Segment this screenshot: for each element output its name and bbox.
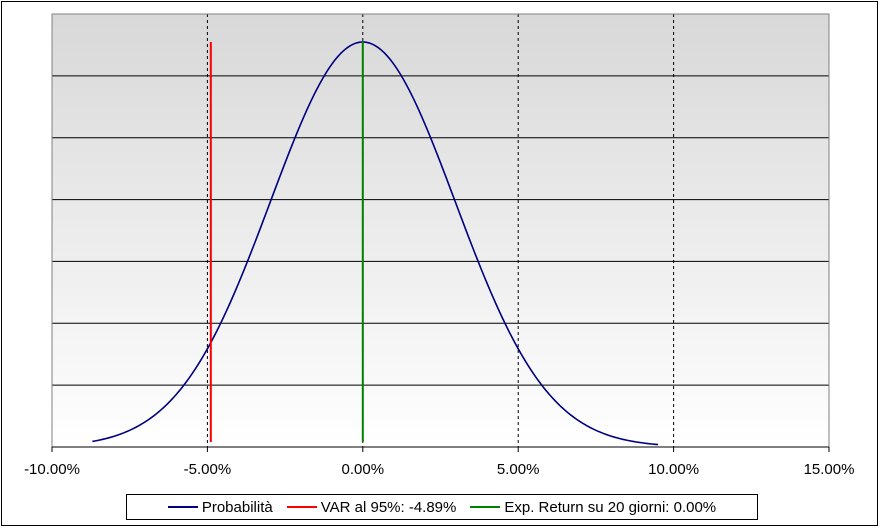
legend: Probabilità VAR al 95%: -4.89% Exp. Retu… [126,494,758,520]
legend-label: VAR al 95%: -4.89% [320,498,457,516]
x-tick-label: 15.00% [804,461,855,478]
plot-area [52,14,829,447]
legend-label: Exp. Return su 20 giorni: 0.00% [504,498,717,516]
legend-swatch-red [286,506,317,508]
series-line-probabilita [92,41,659,446]
legend-item-probabilita: Probabilità [167,498,273,516]
legend-label: Probabilità [201,498,273,516]
x-tick-label: 10.00% [648,461,699,478]
x-tick-label: -10.00% [24,461,80,478]
legend-swatch-blue [167,506,198,508]
x-tick-label: -5.00% [184,461,232,478]
x-tick-label: 0.00% [342,461,385,478]
legend-item-exp-return: Exp. Return su 20 giorni: 0.00% [470,499,716,516]
x-tick-label: 5.00% [497,461,540,478]
legend-swatch-green [470,506,501,508]
legend-item-var: VAR al 95%: -4.89% [286,498,457,516]
